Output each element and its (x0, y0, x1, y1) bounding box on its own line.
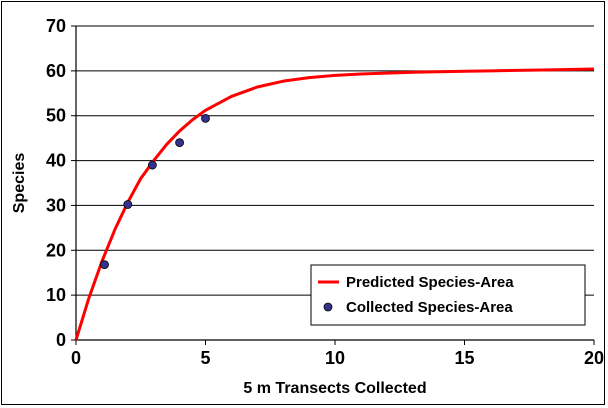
x-tick-label: 5 (200, 348, 210, 368)
legend-box (310, 264, 586, 326)
y-tick-label: 30 (46, 195, 66, 215)
y-tick-labels: 0 10 20 30 40 50 60 70 (46, 16, 66, 350)
legend: Predicted Species-Area Collected Species-… (310, 264, 586, 326)
series-group (74, 67, 595, 341)
x-tick-label: 10 (325, 348, 345, 368)
y-axis-title: Species (11, 153, 28, 214)
y-tick-label: 40 (46, 151, 66, 171)
collected-point (175, 138, 185, 148)
gridlines (76, 25, 594, 296)
x-tick-label: 20 (584, 348, 604, 368)
legend-label: Collected Species-Area (346, 299, 513, 316)
predicted-curve (74, 67, 595, 341)
collected-point (123, 200, 133, 209)
collected-point (148, 160, 157, 170)
y-tick-label: 70 (46, 16, 66, 36)
collected-point (100, 260, 109, 270)
axes (71, 25, 595, 345)
x-tick-labels: 0 5 10 15 20 (71, 348, 604, 368)
y-tick-label: 10 (46, 285, 66, 305)
y-tick-label: 50 (46, 106, 66, 126)
x-tick-label: 15 (454, 348, 474, 368)
collected-point (201, 114, 210, 123)
y-tick-label: 20 (46, 240, 66, 260)
x-axis-title: 5 m Transects Collected (243, 380, 426, 397)
legend-label: Predicted Species-Area (346, 274, 514, 291)
legend-swatch-marker (323, 302, 333, 312)
y-tick-label: 60 (46, 61, 66, 81)
x-tick-label: 0 (71, 348, 81, 368)
y-tick-label: 0 (56, 330, 66, 350)
